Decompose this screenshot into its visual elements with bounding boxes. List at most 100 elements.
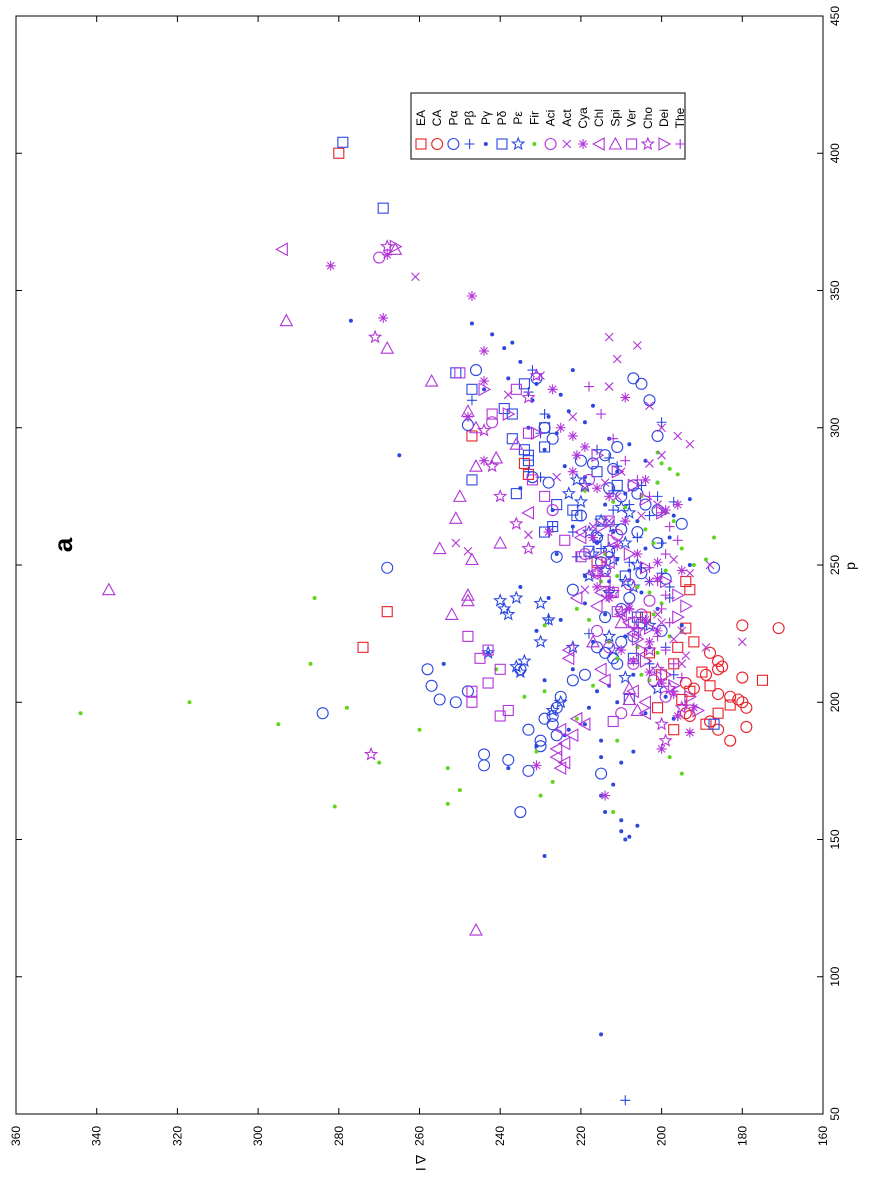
data-point <box>604 332 614 342</box>
data-point <box>600 790 611 801</box>
data-point <box>615 469 620 474</box>
data-point <box>521 390 536 404</box>
data-point <box>680 599 693 614</box>
data-point <box>509 437 524 450</box>
data-point <box>616 645 627 656</box>
data-point <box>454 367 466 379</box>
data-point <box>611 479 623 491</box>
data-point <box>541 612 556 627</box>
legend-marker <box>658 137 672 151</box>
data-point <box>555 422 566 433</box>
series-The <box>583 381 691 721</box>
data-point <box>479 455 490 466</box>
data-point <box>668 658 679 669</box>
data-point <box>482 677 494 689</box>
data-point <box>558 392 563 397</box>
data-point <box>667 466 672 471</box>
data-point <box>708 718 720 730</box>
data-point <box>656 417 667 428</box>
data-point <box>445 766 450 771</box>
data-point <box>611 464 625 479</box>
data-point <box>643 711 648 716</box>
data-point <box>580 483 590 493</box>
data-point <box>332 804 337 809</box>
data-point <box>460 588 475 601</box>
data-point <box>703 646 717 659</box>
data-point <box>673 431 683 441</box>
data-point <box>712 687 725 701</box>
data-point <box>448 511 463 524</box>
delta-tick-label: 340 <box>90 1126 104 1146</box>
data-point <box>653 610 662 619</box>
data-point <box>462 630 474 642</box>
data-point <box>660 645 671 656</box>
data-point <box>578 547 591 561</box>
legend-label: Pε <box>511 111 525 125</box>
data-point <box>657 450 666 460</box>
data-point <box>469 922 483 936</box>
data-point <box>316 707 329 720</box>
data-point <box>348 318 353 323</box>
data-point <box>644 510 655 521</box>
data-point <box>538 793 543 798</box>
data-point <box>659 601 664 606</box>
data-point <box>716 660 729 673</box>
data-point <box>502 407 516 421</box>
series-Ver <box>454 367 639 728</box>
data-point <box>466 383 478 395</box>
legend: EA CA Pα Pβ Pγ Pδ Pε Fir Aci Act Cya Chl Spi Ver Cho De… <box>410 92 687 160</box>
data-point <box>656 538 667 549</box>
data-point <box>506 433 518 445</box>
data-point <box>441 661 446 666</box>
data-point <box>656 603 667 614</box>
data-point <box>518 457 530 469</box>
legend-marker <box>496 138 508 150</box>
data-point <box>553 722 567 737</box>
data-point <box>615 700 620 705</box>
data-point <box>652 702 664 714</box>
legend-marker <box>675 139 686 149</box>
delta-tick-label: 300 <box>251 1126 265 1146</box>
data-point <box>522 427 534 439</box>
legend-marker <box>415 138 427 150</box>
data-point <box>679 623 684 628</box>
series-Act <box>411 272 747 669</box>
series-Aci <box>373 251 672 720</box>
data-point <box>363 746 379 761</box>
data-point <box>607 715 619 728</box>
data-point <box>603 502 608 507</box>
data-point <box>543 527 554 538</box>
data-point <box>672 588 685 603</box>
data-point <box>604 516 614 526</box>
data-point <box>623 491 628 496</box>
data-point <box>592 483 603 494</box>
data-point <box>608 505 619 516</box>
data-point <box>624 603 635 614</box>
data-point <box>276 722 281 727</box>
data-point <box>550 729 563 742</box>
data-point <box>542 678 547 683</box>
panel-label: a <box>48 537 78 552</box>
data-point <box>486 650 491 655</box>
data-point <box>597 673 611 688</box>
series-Dei <box>389 239 706 718</box>
data-point <box>638 706 652 721</box>
data-point <box>604 452 615 463</box>
legend-marker <box>562 139 572 149</box>
data-point <box>466 685 478 697</box>
data-point <box>655 480 660 485</box>
data-point <box>482 387 487 392</box>
data-point <box>640 614 651 625</box>
data-point <box>608 433 619 444</box>
data-point <box>684 727 695 738</box>
data-point <box>586 617 591 622</box>
data-point <box>397 453 402 458</box>
data-point <box>591 466 603 478</box>
data-point <box>672 610 685 625</box>
legend-marker <box>464 139 475 149</box>
data-point <box>460 404 475 417</box>
data-point <box>546 595 551 600</box>
data-point <box>620 455 631 466</box>
data-point <box>590 624 604 637</box>
data-point <box>380 340 395 354</box>
